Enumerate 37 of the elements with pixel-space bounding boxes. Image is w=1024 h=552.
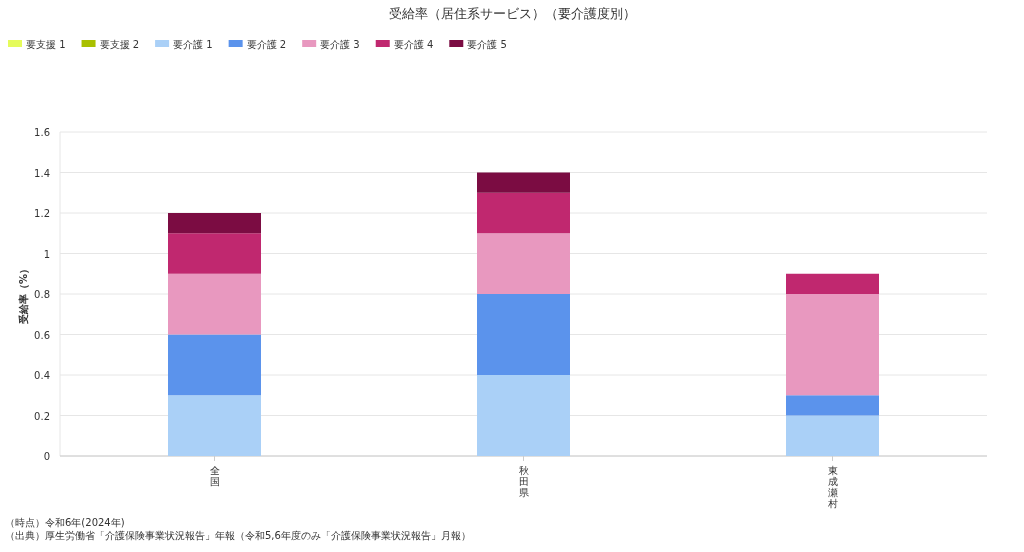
bar — [786, 294, 879, 396]
x-tick-label: 東成瀬村 — [826, 465, 838, 509]
bar — [786, 273, 879, 294]
bar — [477, 375, 570, 456]
bar — [168, 233, 261, 274]
bar — [168, 273, 261, 335]
legend-label: 要支援 2 — [99, 39, 140, 50]
bar — [477, 294, 570, 375]
y-tick-label: 0 — [43, 451, 50, 462]
y-tick-label: 0.6 — [34, 329, 50, 341]
bar — [168, 395, 261, 456]
x-tick-label: 秋田県 — [518, 465, 529, 498]
bar — [168, 213, 261, 234]
legend-label: 要介護 3 — [320, 39, 360, 50]
y-axis-title: 受給率（%） — [18, 263, 29, 326]
text: （出典）厚生労働省「介護保険事業状況報告」年報（令和5,6年度のみ「介護保険事業状況報告」月報） — [5, 530, 471, 541]
legend-label: 要支援 1 — [26, 39, 66, 50]
y-tick-label: 1.4 — [34, 167, 50, 179]
legend-label: 要介護 4 — [393, 39, 434, 50]
legend-label: 要介護 1 — [173, 39, 213, 50]
y-tick-label: 0.4 — [34, 370, 50, 381]
bar — [477, 233, 570, 294]
bar — [477, 192, 570, 234]
text: （時点）令和6年(2024年) — [5, 517, 125, 528]
bar — [477, 172, 570, 193]
y-tick-label: 1.2 — [34, 208, 50, 219]
y-tick-label: 0.8 — [34, 289, 50, 300]
bar — [786, 395, 879, 416]
legend-label: 要介護 5 — [467, 39, 507, 50]
chart-title: 受給率（居住系サービス）（要介護度別） — [388, 6, 636, 21]
y-tick-label: 1 — [43, 248, 50, 260]
x-tick-label: 全国 — [209, 465, 220, 487]
y-tick-label: 1.6 — [34, 127, 50, 138]
bar — [168, 334, 261, 396]
legend-label: 要介護 2 — [246, 39, 287, 50]
bar — [786, 415, 879, 456]
y-tick-label: 0.2 — [34, 410, 50, 422]
